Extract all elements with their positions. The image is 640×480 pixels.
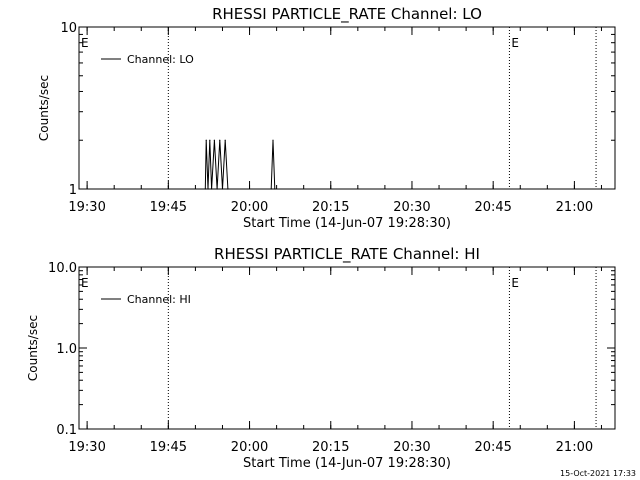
data-point-lo	[224, 139, 226, 141]
data-point-lo	[270, 188, 272, 190]
y-tick-label: 10	[60, 21, 77, 36]
event-marker: E	[81, 276, 89, 290]
data-point-lo	[211, 188, 213, 190]
x-axis-label: Start Time (14-Jun-07 19:28:30)	[243, 216, 451, 231]
x-tick-label: 20:30	[393, 440, 430, 455]
x-tick-label: 20:30	[393, 200, 430, 215]
series-line-lo	[204, 140, 276, 190]
x-tick-label: 19:30	[68, 440, 105, 455]
x-tick-label: 20:00	[231, 200, 268, 215]
y-tick-label: 0.1	[56, 423, 77, 438]
event-marker: E	[511, 36, 519, 50]
data-point-lo	[219, 139, 221, 141]
data-point-lo	[221, 188, 224, 190]
x-tick-label: 21:00	[556, 440, 593, 455]
legend-label: Channel: HI	[127, 293, 191, 306]
x-tick-label: 19:45	[150, 200, 187, 215]
event-marker: E	[511, 276, 519, 290]
data-point-lo	[272, 139, 274, 141]
data-point-lo	[213, 139, 215, 141]
footer-timestamp: 15-Oct-2021 17:33	[560, 469, 636, 478]
y-tick-label: 1.0	[56, 342, 77, 357]
data-point-lo	[204, 188, 206, 190]
x-tick-label: 20:45	[474, 200, 511, 215]
x-tick-label: 21:00	[556, 200, 593, 215]
x-tick-label: 19:30	[68, 200, 105, 215]
x-tick-label: 20:15	[312, 440, 349, 455]
x-tick-label: 20:45	[474, 440, 511, 455]
chart-title-hi: RHESSI PARTICLE_RATE Channel: HI	[214, 245, 480, 264]
y-tick-label: 10.0	[48, 261, 77, 276]
data-point-lo	[205, 139, 207, 141]
y-tick-label: 1	[69, 183, 77, 198]
x-tick-label: 20:00	[231, 440, 268, 455]
data-point-lo	[207, 188, 209, 190]
x-axis-label: Start Time (14-Jun-07 19:28:30)	[243, 456, 451, 471]
plot-frame-hi	[78, 266, 616, 430]
x-tick-label: 19:45	[150, 440, 187, 455]
x-tick-label: 20:15	[312, 200, 349, 215]
event-marker: E	[81, 36, 89, 50]
chart-title-lo: RHESSI PARTICLE_RATE Channel: LO	[212, 5, 482, 24]
data-point-lo	[216, 188, 218, 190]
data-point-lo	[209, 139, 211, 141]
y-axis-label: Counts/sec	[37, 75, 51, 141]
data-point-lo	[274, 188, 276, 190]
y-axis-label: Counts/sec	[26, 315, 40, 381]
data-point-lo	[227, 188, 229, 190]
legend-label: Channel: LO	[127, 53, 194, 66]
plot-frame-lo	[78, 26, 616, 190]
